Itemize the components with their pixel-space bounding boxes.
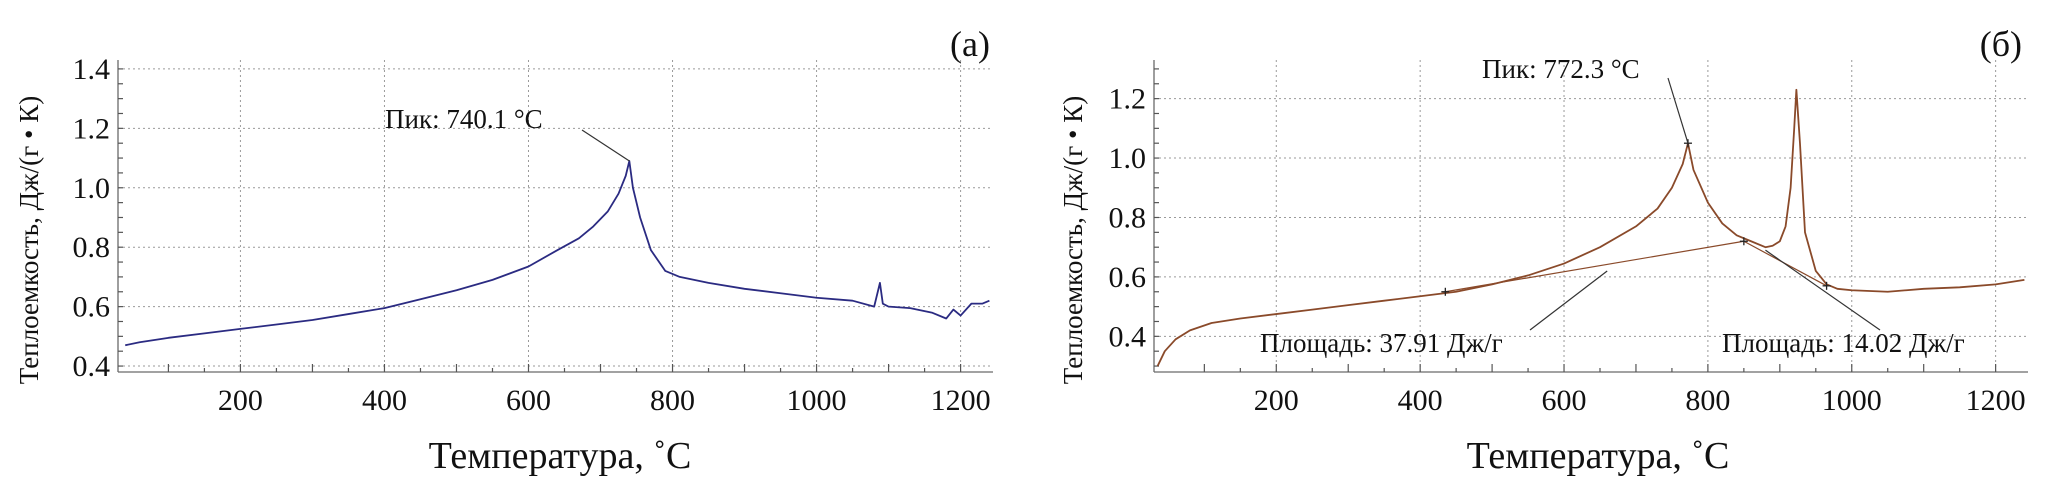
x-tick-label: 600 xyxy=(1542,384,1587,417)
y-tick-label: 1.0 xyxy=(73,172,111,205)
chart-b-series xyxy=(1156,88,2025,367)
chart-a-panel-label: (a) xyxy=(950,24,990,64)
chart-a-series xyxy=(125,160,990,347)
y-tick-label: 0.4 xyxy=(73,350,111,383)
chart-b-y-axis-label: Теплоемкость, Дж/(г • К) xyxy=(1058,96,1088,384)
chart-b-area2-annotation: Площадь: 14.02 Дж/г xyxy=(1722,328,1965,358)
y-tick-label: 1.0 xyxy=(1109,142,1147,175)
series-line xyxy=(125,160,990,347)
chart-b-tick-labels: 200 400 600 800 1000 1200 0.4 0.6 0.8 1.0 1.2 xyxy=(1109,83,2026,417)
y-tick-label: 0.6 xyxy=(1109,261,1147,294)
chart-a-axes xyxy=(117,60,993,373)
chart-a-x-axis-label: Температура, ˚С xyxy=(429,435,692,477)
x-tick-label: 1000 xyxy=(1822,384,1882,417)
series-line xyxy=(1156,88,2025,367)
chart-a-peak-leader xyxy=(581,129,630,162)
x-tick-label: 1200 xyxy=(931,384,991,417)
x-tick-label: 800 xyxy=(1685,384,1730,417)
chart-a: 200 400 600 800 1000 1200 0.4 0.6 0.8 1.0 1.2 1.4 (… xyxy=(14,24,993,477)
chart-b-axes xyxy=(1153,60,2028,373)
x-tick-label: 400 xyxy=(362,384,407,417)
chart-b-area2-leader xyxy=(1765,249,1881,331)
chart-a-y-axis-label: Теплоемкость, Дж/(г • К) xyxy=(14,96,44,384)
x-tick-label: 200 xyxy=(1254,384,1299,417)
x-tick-label: 400 xyxy=(1398,384,1443,417)
chart-b-panel-label: (б) xyxy=(1980,24,2022,64)
x-tick-label: 1000 xyxy=(787,384,847,417)
chart-a-grid xyxy=(118,60,993,372)
chart-a-peak-annotation: Пик: 740.1 °С xyxy=(385,104,543,134)
chart-b-grid xyxy=(1154,60,2028,372)
chart-b-x-axis-label: Температура, ˚С xyxy=(1467,435,1730,477)
chart-a-tick-labels: 200 400 600 800 1000 1200 0.4 0.6 0.8 1.0 1.2 1.4 xyxy=(73,53,991,417)
y-tick-label: 1.4 xyxy=(73,53,111,86)
y-tick-label: 1.2 xyxy=(1109,83,1147,116)
chart-b-peak-annotation: Пик: 772.3 °С xyxy=(1482,54,1640,84)
x-tick-label: 1200 xyxy=(1966,384,2026,417)
chart-b-peak-leader xyxy=(1667,77,1689,144)
x-tick-label: 200 xyxy=(218,384,263,417)
y-tick-label: 1.2 xyxy=(73,112,111,145)
chart-b-area1-annotation: Площадь: 37.91 Дж/г xyxy=(1260,328,1503,358)
y-tick-label: 0.4 xyxy=(1109,320,1147,353)
y-tick-label: 0.8 xyxy=(1109,201,1147,234)
x-tick-label: 800 xyxy=(650,384,695,417)
chart-b-area1-leader xyxy=(1529,270,1608,331)
x-tick-label: 600 xyxy=(506,384,551,417)
y-tick-label: 0.6 xyxy=(73,291,111,324)
y-tick-label: 0.8 xyxy=(73,231,111,264)
